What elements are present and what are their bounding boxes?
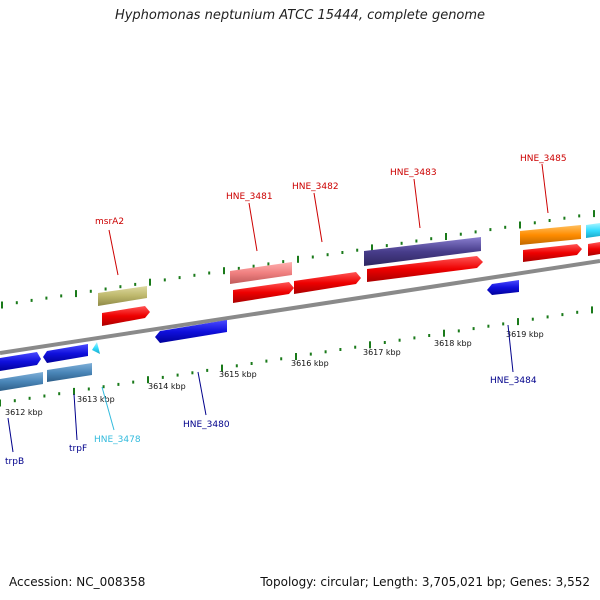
- gene-msrA2[interactable]: msrA2: [95, 217, 124, 276]
- feature-block[interactable]: [92, 342, 100, 354]
- tick-label-3619: 3619 kbp: [506, 330, 544, 339]
- feature-block[interactable]: [102, 306, 150, 326]
- gene-labels: trpB trpF HNE_3478 HNE_3480 msrA2 HNE_34…: [5, 154, 567, 467]
- gene-label-HNE_3481: HNE_3481: [226, 192, 273, 202]
- feature-block[interactable]: [0, 352, 41, 371]
- gene-label-HNE_3483: HNE_3483: [390, 168, 437, 178]
- gene-label-HNE_3484: HNE_3484: [490, 376, 537, 386]
- gene-trpB[interactable]: trpB: [5, 417, 24, 467]
- gene-HNE_3482[interactable]: HNE_3482: [292, 182, 339, 243]
- feature-block[interactable]: [487, 280, 519, 295]
- tick-label-3617: 3617 kbp: [363, 348, 401, 357]
- gene-HNE_3481[interactable]: HNE_3481: [226, 192, 273, 252]
- gene-HNE_3485[interactable]: HNE_3485: [520, 154, 567, 214]
- topology-text: Topology: circular; Length: 3,705,021 bp…: [260, 575, 590, 589]
- feature-block[interactable]: [294, 272, 361, 294]
- gene-label-msrA2: msrA2: [95, 217, 124, 227]
- gene-label-HNE_3485: HNE_3485: [520, 154, 567, 164]
- gene-label-trpF: trpF: [69, 444, 87, 454]
- feature-block[interactable]: [364, 237, 481, 266]
- feature-block[interactable]: [230, 262, 292, 284]
- gene-HNE_3480[interactable]: HNE_3480: [183, 371, 230, 430]
- gene-label-HNE_3482: HNE_3482: [292, 182, 339, 192]
- feature-block[interactable]: [520, 225, 581, 245]
- feature-block[interactable]: [523, 244, 582, 262]
- tick-row-forward: [1, 210, 595, 309]
- feature-block[interactable]: [367, 256, 483, 282]
- gene-label-trpB: trpB: [5, 457, 24, 467]
- gene-HNE_3483[interactable]: HNE_3483: [390, 168, 437, 229]
- tick-label-3614: 3614 kbp: [148, 382, 186, 391]
- feature-block[interactable]: [588, 242, 600, 256]
- feature-block[interactable]: [98, 286, 147, 306]
- feature-block[interactable]: [233, 282, 294, 303]
- feature-block[interactable]: [47, 363, 92, 382]
- gene-label-HNE_3478: HNE_3478: [94, 435, 141, 445]
- tick-label-3613: 3613 kbp: [77, 395, 115, 404]
- tick-label-3612: 3612 kbp: [5, 408, 43, 417]
- genome-title: Hyphomonas neptunium ATCC 15444, complet…: [114, 8, 486, 23]
- gene-trpF[interactable]: trpF: [69, 393, 87, 454]
- feature-block[interactable]: [0, 372, 43, 391]
- tick-label-3618: 3618 kbp: [434, 339, 472, 348]
- gene-HNE_3478[interactable]: HNE_3478: [94, 386, 141, 445]
- feature-block[interactable]: [586, 223, 600, 238]
- tick-label-3615: 3615 kbp: [219, 370, 257, 379]
- tick-row-reverse: [0, 306, 593, 407]
- tick-label-3616: 3616 kbp: [291, 359, 329, 368]
- feature-block[interactable]: [155, 320, 227, 343]
- gene-HNE_3484[interactable]: HNE_3484: [490, 324, 537, 386]
- feature-block[interactable]: [43, 344, 88, 363]
- genome-backbone: [0, 259, 600, 355]
- accession-text: Accession: NC_008358: [9, 575, 146, 589]
- tick-labels: 3612 kbp 3613 kbp 3614 kbp 3615 kbp 3616…: [5, 330, 544, 417]
- feature-blocks: [0, 223, 600, 391]
- gene-label-HNE_3480: HNE_3480: [183, 420, 230, 430]
